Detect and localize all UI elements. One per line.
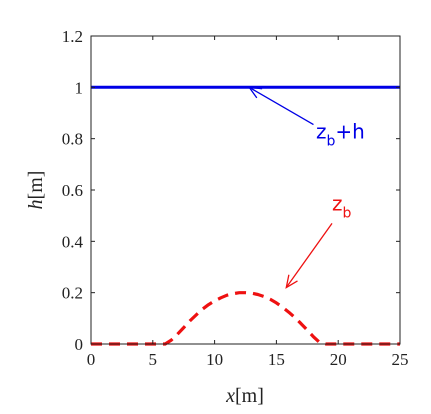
annotation-arrow-head-surface [247,86,263,99]
x-axis-label: x[m] [225,385,264,407]
series-layer [91,85,400,346]
annotation-main-surface: z [316,120,327,144]
annotation-arrow-head-bed [285,274,298,289]
x-tick-label: 10 [206,350,223,369]
annotation-tail-surface: +h [335,120,364,144]
y-tick-label: 0.2 [62,284,83,303]
annotation-arrow-shaft-bed [285,222,333,288]
y-tick-label: 1.2 [62,27,83,46]
x-tick-label: 0 [87,350,96,369]
x-axis-variable: x [225,385,235,407]
x-tick-label: 15 [268,350,285,369]
x-tick-label: 20 [330,350,347,369]
y-tick-label: 0 [75,335,84,354]
x-tick-label: 25 [392,350,409,369]
x-axis-unit: [m] [235,385,264,407]
y-tick-label: 0.6 [62,181,83,200]
tick-layer: 0 5 10 15 20 25 0 0.2 0.4 0.6 0.8 1 1.2 [62,27,409,369]
annotation-sub-surface: b [326,134,335,150]
plot-area [91,36,400,344]
y-axis-label: h[m] [25,171,47,210]
y-tick-label: 0.8 [62,130,83,149]
annotation-main-bed: z [332,192,343,216]
annotation-label-surface: zb+h [316,120,365,150]
annotation-arrow-shaft-surface [248,86,314,126]
annotation-layer: zb+hzb [247,86,365,289]
annotation-sub-bed: b [343,206,352,222]
y-axis-unit: [m] [25,171,47,200]
y-axis-variable: h [25,199,47,209]
x-tick-label: 5 [149,350,158,369]
series-line-bed [91,291,400,346]
annotation-label-bed: zb [332,192,352,222]
y-tick-label: 1 [75,78,84,97]
y-tick-label: 0.4 [62,232,84,251]
